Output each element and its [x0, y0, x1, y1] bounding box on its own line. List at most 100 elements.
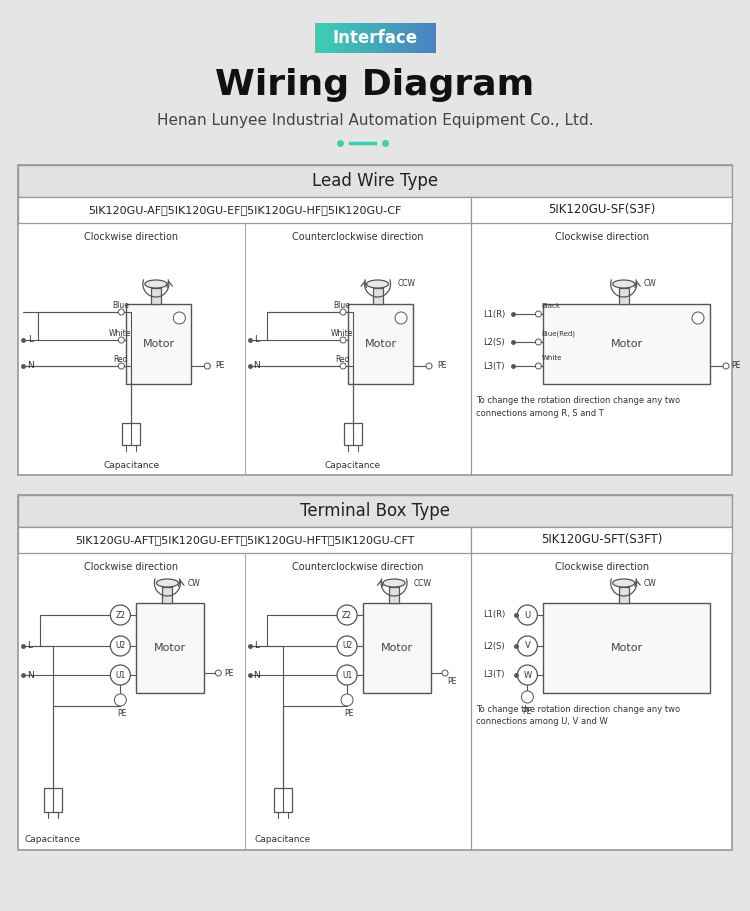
Bar	[356, 23, 358, 53]
Bar	[350, 23, 352, 53]
Bar	[430, 23, 433, 53]
Text: Motor: Motor	[154, 643, 187, 653]
Text: Red: Red	[113, 354, 128, 363]
Bar	[406, 23, 409, 53]
Bar	[422, 23, 424, 53]
Circle shape	[442, 670, 448, 676]
Text: Motor: Motor	[610, 339, 643, 349]
Bar	[424, 23, 427, 53]
Circle shape	[110, 605, 130, 625]
Text: Clockwise direction: Clockwise direction	[84, 562, 178, 572]
Bar	[381, 23, 383, 53]
Bar	[417, 23, 419, 53]
Text: Black: Black	[542, 303, 560, 309]
Text: U2: U2	[342, 641, 352, 650]
Bar	[362, 23, 364, 53]
Bar	[344, 423, 362, 445]
Circle shape	[340, 363, 346, 369]
Text: CW: CW	[188, 578, 200, 588]
Circle shape	[337, 636, 357, 656]
Bar	[369, 23, 371, 53]
Text: L: L	[254, 335, 260, 344]
Bar	[396, 23, 398, 53]
Circle shape	[426, 363, 432, 369]
Text: Blue: Blue	[334, 301, 350, 310]
Text: N: N	[254, 362, 260, 371]
Text: White: White	[542, 355, 562, 361]
Bar	[420, 23, 422, 53]
Text: PE: PE	[731, 362, 740, 371]
Bar	[358, 23, 361, 53]
Bar	[357, 23, 359, 53]
Bar	[326, 23, 328, 53]
Text: L: L	[28, 641, 32, 650]
Text: CW: CW	[644, 578, 656, 588]
Bar	[472, 197, 732, 223]
Bar	[376, 23, 379, 53]
Text: L: L	[28, 335, 34, 344]
Circle shape	[337, 665, 357, 685]
Ellipse shape	[145, 280, 166, 288]
Text: Motor: Motor	[610, 643, 643, 653]
Bar	[394, 23, 397, 53]
Text: L: L	[254, 641, 260, 650]
Text: Capacitance: Capacitance	[325, 460, 381, 469]
Text: Clockwise direction: Clockwise direction	[555, 232, 649, 242]
Bar	[419, 23, 421, 53]
Circle shape	[518, 636, 538, 656]
Bar	[432, 23, 434, 53]
Bar	[413, 23, 415, 53]
Circle shape	[114, 694, 126, 706]
Bar	[387, 23, 389, 53]
Bar	[384, 23, 386, 53]
Text: PE: PE	[215, 362, 225, 371]
Bar	[351, 23, 353, 53]
Text: U2: U2	[116, 641, 125, 650]
Text: Z2: Z2	[342, 610, 352, 619]
Bar	[18, 495, 732, 850]
Bar	[18, 197, 472, 223]
Bar	[122, 423, 140, 445]
Bar	[423, 23, 425, 53]
Text: Motor: Motor	[364, 339, 397, 349]
Bar	[382, 23, 385, 53]
Bar	[426, 23, 428, 53]
Circle shape	[536, 311, 542, 317]
Circle shape	[204, 363, 210, 369]
Bar	[373, 288, 382, 304]
Bar	[411, 23, 413, 53]
Bar	[414, 23, 416, 53]
Text: N: N	[254, 670, 260, 680]
Bar	[433, 23, 436, 53]
Bar	[398, 23, 400, 53]
Text: Terminal Box Type: Terminal Box Type	[300, 502, 450, 520]
Ellipse shape	[367, 280, 388, 288]
Bar	[472, 527, 732, 553]
Text: L1(R): L1(R)	[484, 610, 506, 619]
Text: Clockwise direction: Clockwise direction	[555, 562, 649, 572]
Bar	[354, 23, 356, 53]
Text: V: V	[524, 641, 530, 650]
Text: Interface: Interface	[332, 29, 418, 47]
Bar	[328, 23, 331, 53]
Bar	[427, 23, 430, 53]
Bar	[320, 23, 322, 53]
Bar	[330, 23, 332, 53]
Bar	[408, 23, 410, 53]
Bar	[342, 23, 344, 53]
Bar	[327, 23, 329, 53]
Circle shape	[536, 339, 542, 345]
Bar	[416, 23, 418, 53]
Bar	[363, 23, 365, 53]
Text: Capacitance: Capacitance	[25, 835, 81, 844]
Bar	[380, 23, 382, 53]
Bar	[368, 23, 370, 53]
Text: PE: PE	[118, 710, 127, 719]
Circle shape	[337, 605, 357, 625]
Text: U1: U1	[116, 670, 125, 680]
Bar	[363, 603, 431, 693]
Text: L2(S): L2(S)	[484, 641, 505, 650]
Bar	[389, 587, 399, 603]
Bar	[18, 495, 732, 527]
Bar	[370, 23, 373, 53]
